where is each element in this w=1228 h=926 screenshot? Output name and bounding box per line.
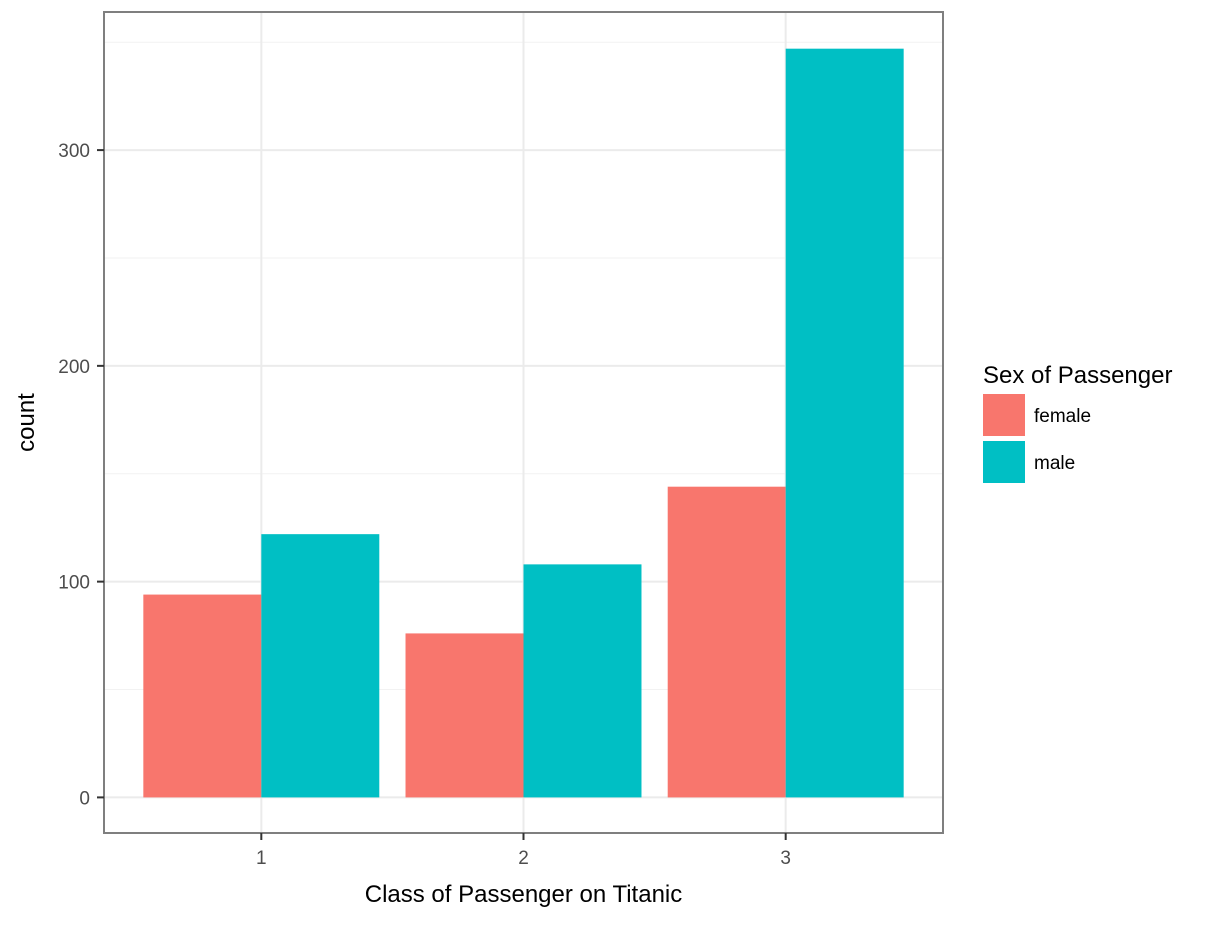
legend-swatch-male <box>983 441 1025 483</box>
bar-male-class-2 <box>523 564 642 798</box>
x-tick-label: 2 <box>518 848 529 869</box>
bar-female-class-3 <box>667 486 786 798</box>
x-tick-label: 1 <box>256 848 267 869</box>
legend-items: female male <box>983 394 1091 483</box>
bars-layer <box>143 48 904 798</box>
y-tick-label: 0 <box>79 788 90 809</box>
bar-male-class-1 <box>261 534 380 798</box>
x-axis-title: Class of Passenger on Titanic <box>365 881 683 908</box>
legend: Sex of Passenger female male <box>983 362 1172 483</box>
y-axis: 0 100 200 300 <box>58 141 104 809</box>
legend-swatch-female <box>983 394 1025 436</box>
y-tick-label: 300 <box>58 141 90 162</box>
y-tick-label: 100 <box>58 573 90 594</box>
y-axis-title: count <box>13 393 40 452</box>
legend-title: Sex of Passenger <box>983 362 1172 389</box>
legend-label-female: female <box>1034 406 1091 427</box>
y-tick-label: 200 <box>58 357 90 378</box>
legend-label-male: male <box>1034 453 1075 474</box>
x-tick-label: 3 <box>780 848 791 869</box>
bar-male-class-3 <box>785 48 904 798</box>
x-axis: 1 2 3 <box>256 833 791 869</box>
bar-female-class-2 <box>405 633 524 798</box>
bar-female-class-1 <box>143 594 262 798</box>
